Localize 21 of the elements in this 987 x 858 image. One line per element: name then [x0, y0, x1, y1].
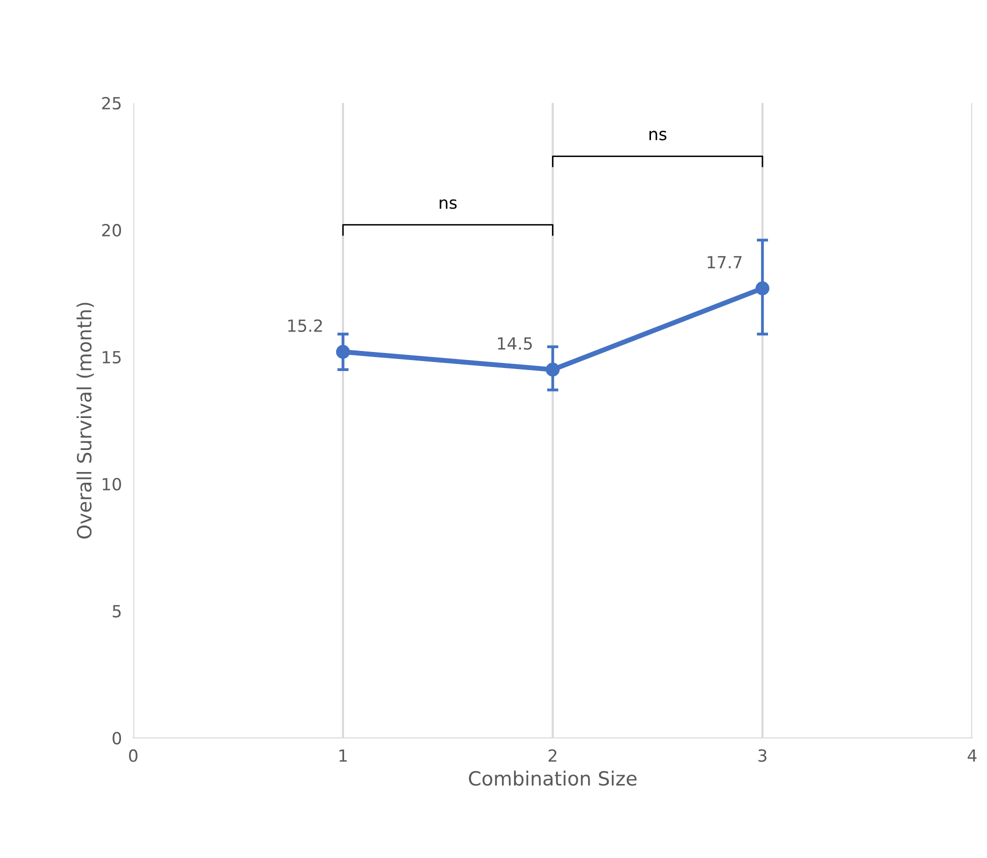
y-tick-label: 15: [102, 351, 121, 364]
y-tick-label: 10: [102, 478, 122, 490]
annotation: ns: [649, 130, 666, 140]
data-label: 14.5: [498, 337, 532, 350]
x-tick-label: 4: [968, 750, 977, 762]
point: [546, 362, 560, 377]
x-tick-label: 1: [340, 750, 347, 762]
y-tick-label: 20: [102, 224, 122, 237]
data-label: 15.2: [288, 319, 322, 332]
point: [756, 281, 770, 296]
x-tick-label: 2: [548, 749, 556, 762]
y-tick-label: 25: [102, 96, 121, 110]
x-tick-label: 0: [129, 749, 138, 762]
data-label: 17.7: [708, 256, 742, 268]
x-tick-label: 3: [758, 749, 766, 762]
point: [336, 344, 350, 359]
y-tick-label: 5: [112, 605, 121, 618]
x-axis-title: Combination Size: [468, 770, 637, 786]
annotation: ns: [440, 199, 457, 209]
y-axis-title: Overall Survival (month): [76, 302, 94, 539]
y-tick-label: 0: [112, 732, 122, 744]
